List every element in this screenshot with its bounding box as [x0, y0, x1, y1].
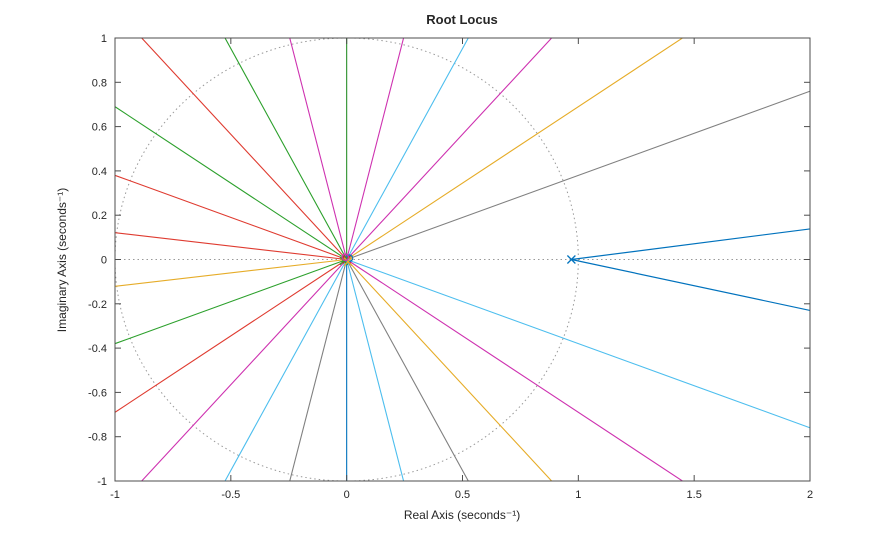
x-tick-label: 0	[344, 489, 350, 501]
locus-ray	[224, 258, 348, 481]
pole-branch	[570, 258, 810, 312]
x-tick-label: -1	[110, 489, 120, 501]
locus-ray	[289, 38, 348, 261]
y-tick-label: 0.8	[92, 77, 107, 89]
locus-ray	[115, 258, 348, 287]
y-axis-label: Imaginary Axis (seconds⁻¹)	[55, 188, 69, 332]
x-tick-label: 1	[575, 489, 581, 501]
reference-lines-layer	[115, 38, 810, 481]
locus-ray	[115, 174, 348, 261]
axes-layer: -1 -0.5 0 0.5 1 1.5 2 -1 -0.8 -0.6 -0.4 -0.2 0 0.2 0.4…	[88, 33, 813, 501]
locus-ray	[346, 38, 405, 261]
unit-circle	[115, 38, 579, 481]
markers-layer	[339, 253, 576, 267]
y-tick-label: -1	[97, 476, 107, 488]
plot-title: Root Locus	[426, 12, 498, 27]
locus-ray	[346, 258, 405, 481]
y-tick-label: 1	[101, 33, 107, 45]
y-tick-label: 0.2	[92, 210, 107, 222]
locus-ray	[346, 258, 810, 429]
y-tick-label: -0.6	[88, 387, 107, 399]
locus-ray	[346, 90, 810, 261]
locus-ray	[346, 38, 553, 261]
pole-marker	[566, 255, 576, 264]
locus-ray	[346, 258, 553, 481]
y-tick-label: 0.6	[92, 122, 107, 134]
y-tick-label: -0.2	[88, 299, 107, 311]
pole-branch	[570, 228, 810, 261]
locus-ray	[115, 258, 348, 413]
x-tick-label: -0.5	[221, 489, 240, 501]
locus-ray	[346, 38, 469, 261]
x-tick-label: 0.5	[455, 489, 470, 501]
locus-ray	[140, 258, 348, 481]
x-tick-label: 2	[807, 489, 813, 501]
locus-ray	[115, 232, 348, 261]
pole-marker-stroke	[343, 257, 353, 267]
pole-marker	[343, 257, 353, 267]
pole-marker-stroke	[566, 255, 576, 264]
locus-ray	[140, 38, 348, 261]
x-axis-label: Real Axis (seconds⁻¹)	[404, 508, 520, 522]
locus-ray	[346, 38, 684, 261]
locus-ray	[115, 258, 348, 345]
zero-marker	[341, 253, 350, 262]
locus-ray	[346, 258, 684, 481]
y-tick-label: -0.8	[88, 432, 107, 444]
y-tick-label: 0.4	[92, 166, 107, 178]
x-tick-label: 1.5	[687, 489, 702, 501]
locus-ray	[224, 38, 348, 261]
y-tick-label: -0.4	[88, 343, 107, 355]
locus-ray	[289, 258, 348, 481]
y-tick-label: 0	[101, 255, 107, 267]
locus-ray	[346, 258, 469, 481]
locus-ray	[115, 106, 348, 261]
